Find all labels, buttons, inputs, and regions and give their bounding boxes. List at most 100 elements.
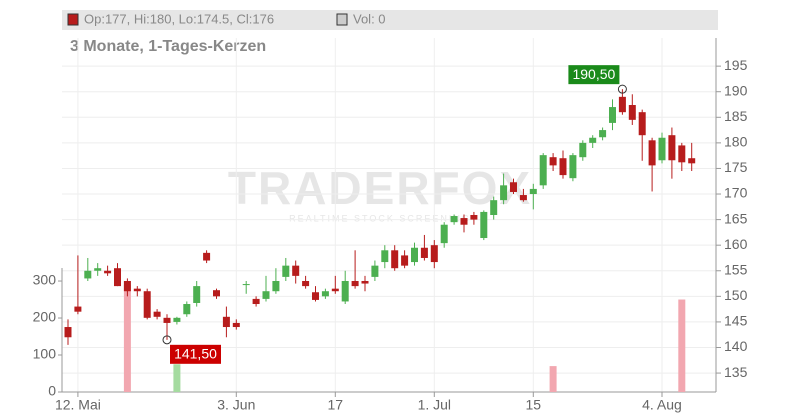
candle-body bbox=[64, 327, 72, 338]
y-tick-label: 180 bbox=[724, 134, 748, 150]
y-tick-label: 155 bbox=[724, 261, 748, 277]
y-tick-label: 190 bbox=[724, 82, 748, 98]
candle-body bbox=[143, 291, 151, 318]
annotation-label: 190,50 bbox=[572, 66, 615, 82]
candle-body bbox=[510, 182, 517, 192]
candle-body bbox=[480, 211, 488, 239]
candle-body bbox=[539, 155, 547, 186]
y-tick-label: 150 bbox=[724, 287, 748, 303]
y2-tick-label: 300 bbox=[33, 272, 57, 288]
candle-body bbox=[401, 255, 409, 266]
candle-body bbox=[371, 265, 379, 277]
candle-body bbox=[658, 137, 666, 161]
candle-body bbox=[123, 280, 131, 292]
candle-body bbox=[529, 188, 537, 195]
candle-body bbox=[559, 158, 567, 176]
y-tick-label: 140 bbox=[724, 338, 748, 354]
grid bbox=[62, 38, 716, 392]
candle-body bbox=[341, 280, 349, 302]
candle-body bbox=[292, 265, 300, 276]
candle-body bbox=[232, 322, 240, 328]
candle-body bbox=[440, 224, 448, 244]
x-tick-label: 3. Jun bbox=[217, 397, 255, 413]
candle-body bbox=[331, 288, 339, 292]
candle-body bbox=[688, 158, 696, 164]
candle-body bbox=[183, 304, 191, 315]
candle-body bbox=[203, 252, 211, 261]
candle-body bbox=[252, 298, 260, 305]
x-tick-label: 1. Jul bbox=[418, 397, 451, 413]
candle-body bbox=[114, 268, 121, 287]
candle-body bbox=[173, 317, 181, 322]
y-tick-label: 170 bbox=[724, 185, 748, 201]
candle-body bbox=[450, 216, 458, 223]
y-tick-label: 195 bbox=[724, 57, 748, 73]
volume-bar bbox=[173, 364, 181, 392]
y-tick-label: 185 bbox=[724, 108, 748, 124]
candle-body bbox=[589, 137, 597, 143]
y-tick-label: 160 bbox=[724, 236, 748, 252]
candle-body bbox=[381, 250, 389, 263]
candle-body bbox=[163, 317, 171, 323]
candle-body bbox=[569, 155, 577, 179]
annotation-box bbox=[568, 65, 620, 85]
candle-body bbox=[351, 280, 359, 287]
candle-body bbox=[411, 247, 418, 263]
candle-body bbox=[638, 112, 646, 136]
x-tick-label: 15 bbox=[526, 397, 542, 413]
candle-body bbox=[84, 270, 92, 279]
candle-body bbox=[579, 142, 587, 158]
legend-bar bbox=[62, 10, 718, 30]
candle-body bbox=[648, 140, 656, 166]
y2-tick-label: 0 bbox=[48, 383, 56, 399]
candle-body bbox=[678, 145, 686, 163]
watermark: TRADERFOX bbox=[228, 162, 532, 214]
y-tick-label: 165 bbox=[724, 210, 748, 226]
legend-swatch bbox=[336, 13, 348, 26]
y2-tick-label: 200 bbox=[33, 309, 57, 325]
volume-bar bbox=[123, 284, 131, 392]
candle-body bbox=[262, 291, 270, 299]
candle-body bbox=[470, 215, 478, 220]
candle-body bbox=[193, 286, 201, 303]
candle-body bbox=[282, 265, 290, 277]
candle-body bbox=[609, 107, 616, 123]
candle-body bbox=[460, 218, 468, 225]
candle-body bbox=[519, 195, 527, 201]
watermark-tagline: REALTIME STOCK SCREENING bbox=[289, 213, 471, 223]
candle-body bbox=[242, 284, 250, 286]
candle-body bbox=[312, 292, 319, 300]
candle-body bbox=[628, 105, 636, 120]
volume-bar bbox=[549, 366, 557, 392]
candle-body bbox=[272, 280, 280, 292]
legend-ohlc: Op:177, Hi:180, Lo:174.5, Cl:176 bbox=[84, 11, 274, 26]
x-tick-label: 12. Mai bbox=[55, 397, 101, 413]
annotation-label: 141,50 bbox=[174, 346, 217, 362]
candle-body bbox=[74, 306, 82, 312]
candle-body bbox=[668, 135, 676, 161]
candle-body bbox=[104, 270, 112, 274]
volume-bar bbox=[678, 299, 686, 392]
candle-body bbox=[500, 185, 508, 201]
candle-body bbox=[302, 280, 310, 287]
candle-body bbox=[420, 247, 428, 258]
annotation-marker bbox=[162, 335, 172, 345]
legend-swatch bbox=[67, 13, 79, 26]
annotation-marker bbox=[617, 84, 627, 94]
candle-body bbox=[213, 290, 220, 297]
y-tick-label: 175 bbox=[724, 159, 748, 175]
subtitle: 3 Monate, 1-Tages-Kerzen bbox=[70, 38, 266, 55]
candle-body bbox=[133, 288, 141, 292]
x-tick-label: 4. Aug bbox=[642, 397, 682, 413]
annotation-box bbox=[170, 344, 221, 364]
legend-volume: Vol: 0 bbox=[353, 11, 386, 26]
y2-tick-label: 100 bbox=[33, 346, 57, 362]
candle-body bbox=[549, 157, 557, 166]
y-tick-label: 145 bbox=[724, 313, 748, 329]
candle-body bbox=[94, 268, 102, 271]
candle-body bbox=[222, 316, 230, 328]
candle-body bbox=[618, 96, 626, 113]
y-tick-label: 135 bbox=[724, 364, 748, 380]
candle-body bbox=[361, 280, 369, 284]
